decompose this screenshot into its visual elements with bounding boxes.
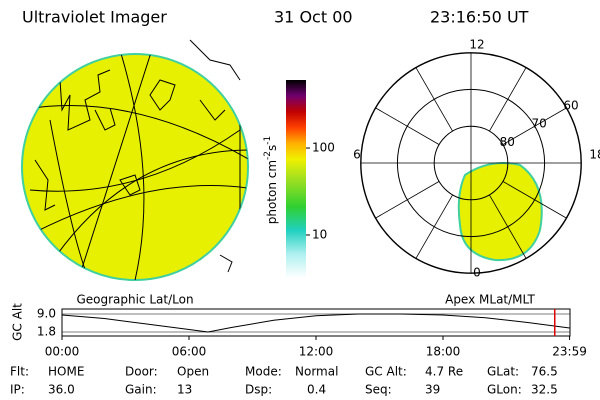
info-label: Dsp: bbox=[245, 383, 272, 397]
info-value: 0.4 bbox=[307, 383, 326, 397]
polar-ring bbox=[433, 125, 509, 201]
polar-ring bbox=[396, 88, 546, 238]
alt-ylabel: GC Alt bbox=[11, 303, 25, 341]
x-tick-label: 12:00 bbox=[299, 345, 334, 359]
globe bbox=[21, 39, 249, 281]
info-value: 4.7 Re bbox=[425, 365, 463, 379]
info-value: 76.5 bbox=[531, 365, 558, 379]
info-label: IP: bbox=[10, 383, 25, 397]
info-label: Mode: bbox=[245, 365, 282, 379]
colorbar-label: photon cm-2s-1 bbox=[263, 136, 279, 225]
y-tick-label: 9.0 bbox=[37, 307, 56, 321]
date: 31 Oct 00 bbox=[274, 8, 353, 27]
info-value: Open bbox=[177, 365, 209, 379]
mlt-label: 6 bbox=[353, 148, 361, 162]
y-tick-label: 1.8 bbox=[37, 325, 56, 339]
x-tick-label: 00:00 bbox=[45, 345, 80, 359]
time: 23:16:50 UT bbox=[430, 8, 529, 27]
x-tick-label: 06:00 bbox=[172, 345, 207, 359]
info-label: Door: bbox=[125, 365, 158, 379]
right-caption: Apex MLat/MLT bbox=[445, 293, 535, 307]
info-value: 13 bbox=[177, 383, 192, 397]
info-value: 32.5 bbox=[531, 383, 558, 397]
polar-ring-label: 60 bbox=[563, 98, 578, 112]
info-label: GLon: bbox=[487, 383, 522, 397]
left-caption: Geographic Lat/Lon bbox=[76, 293, 193, 307]
colorbar-tick-label: 10 bbox=[312, 227, 327, 241]
mlt-label: 0 bbox=[473, 266, 481, 280]
title: Ultraviolet Imager bbox=[22, 8, 167, 27]
info-value: HOME bbox=[48, 365, 84, 379]
colorbar-tick-label: 100 bbox=[312, 141, 335, 155]
colorbar bbox=[286, 80, 306, 278]
polar-ring-label: 70 bbox=[531, 117, 546, 131]
info-label: Gain: bbox=[125, 383, 157, 397]
altitude-line bbox=[61, 313, 570, 333]
x-tick-label: 18:00 bbox=[426, 345, 461, 359]
polar-ring bbox=[360, 52, 582, 274]
polar-plot bbox=[360, 52, 582, 274]
info-value: 39 bbox=[425, 383, 440, 397]
info-label: GC Alt: bbox=[365, 365, 407, 379]
mlt-label: 18 bbox=[589, 148, 600, 162]
info-value: Normal bbox=[295, 365, 338, 379]
info-label: GLat: bbox=[487, 365, 519, 379]
info-value: 36.0 bbox=[48, 383, 75, 397]
mlt-label: 12 bbox=[469, 38, 484, 52]
polar-ring-label: 80 bbox=[500, 135, 515, 149]
info-label: Seq: bbox=[365, 383, 392, 397]
x-tick-label: 23:59 bbox=[552, 345, 587, 359]
info-label: Flt: bbox=[10, 365, 29, 379]
